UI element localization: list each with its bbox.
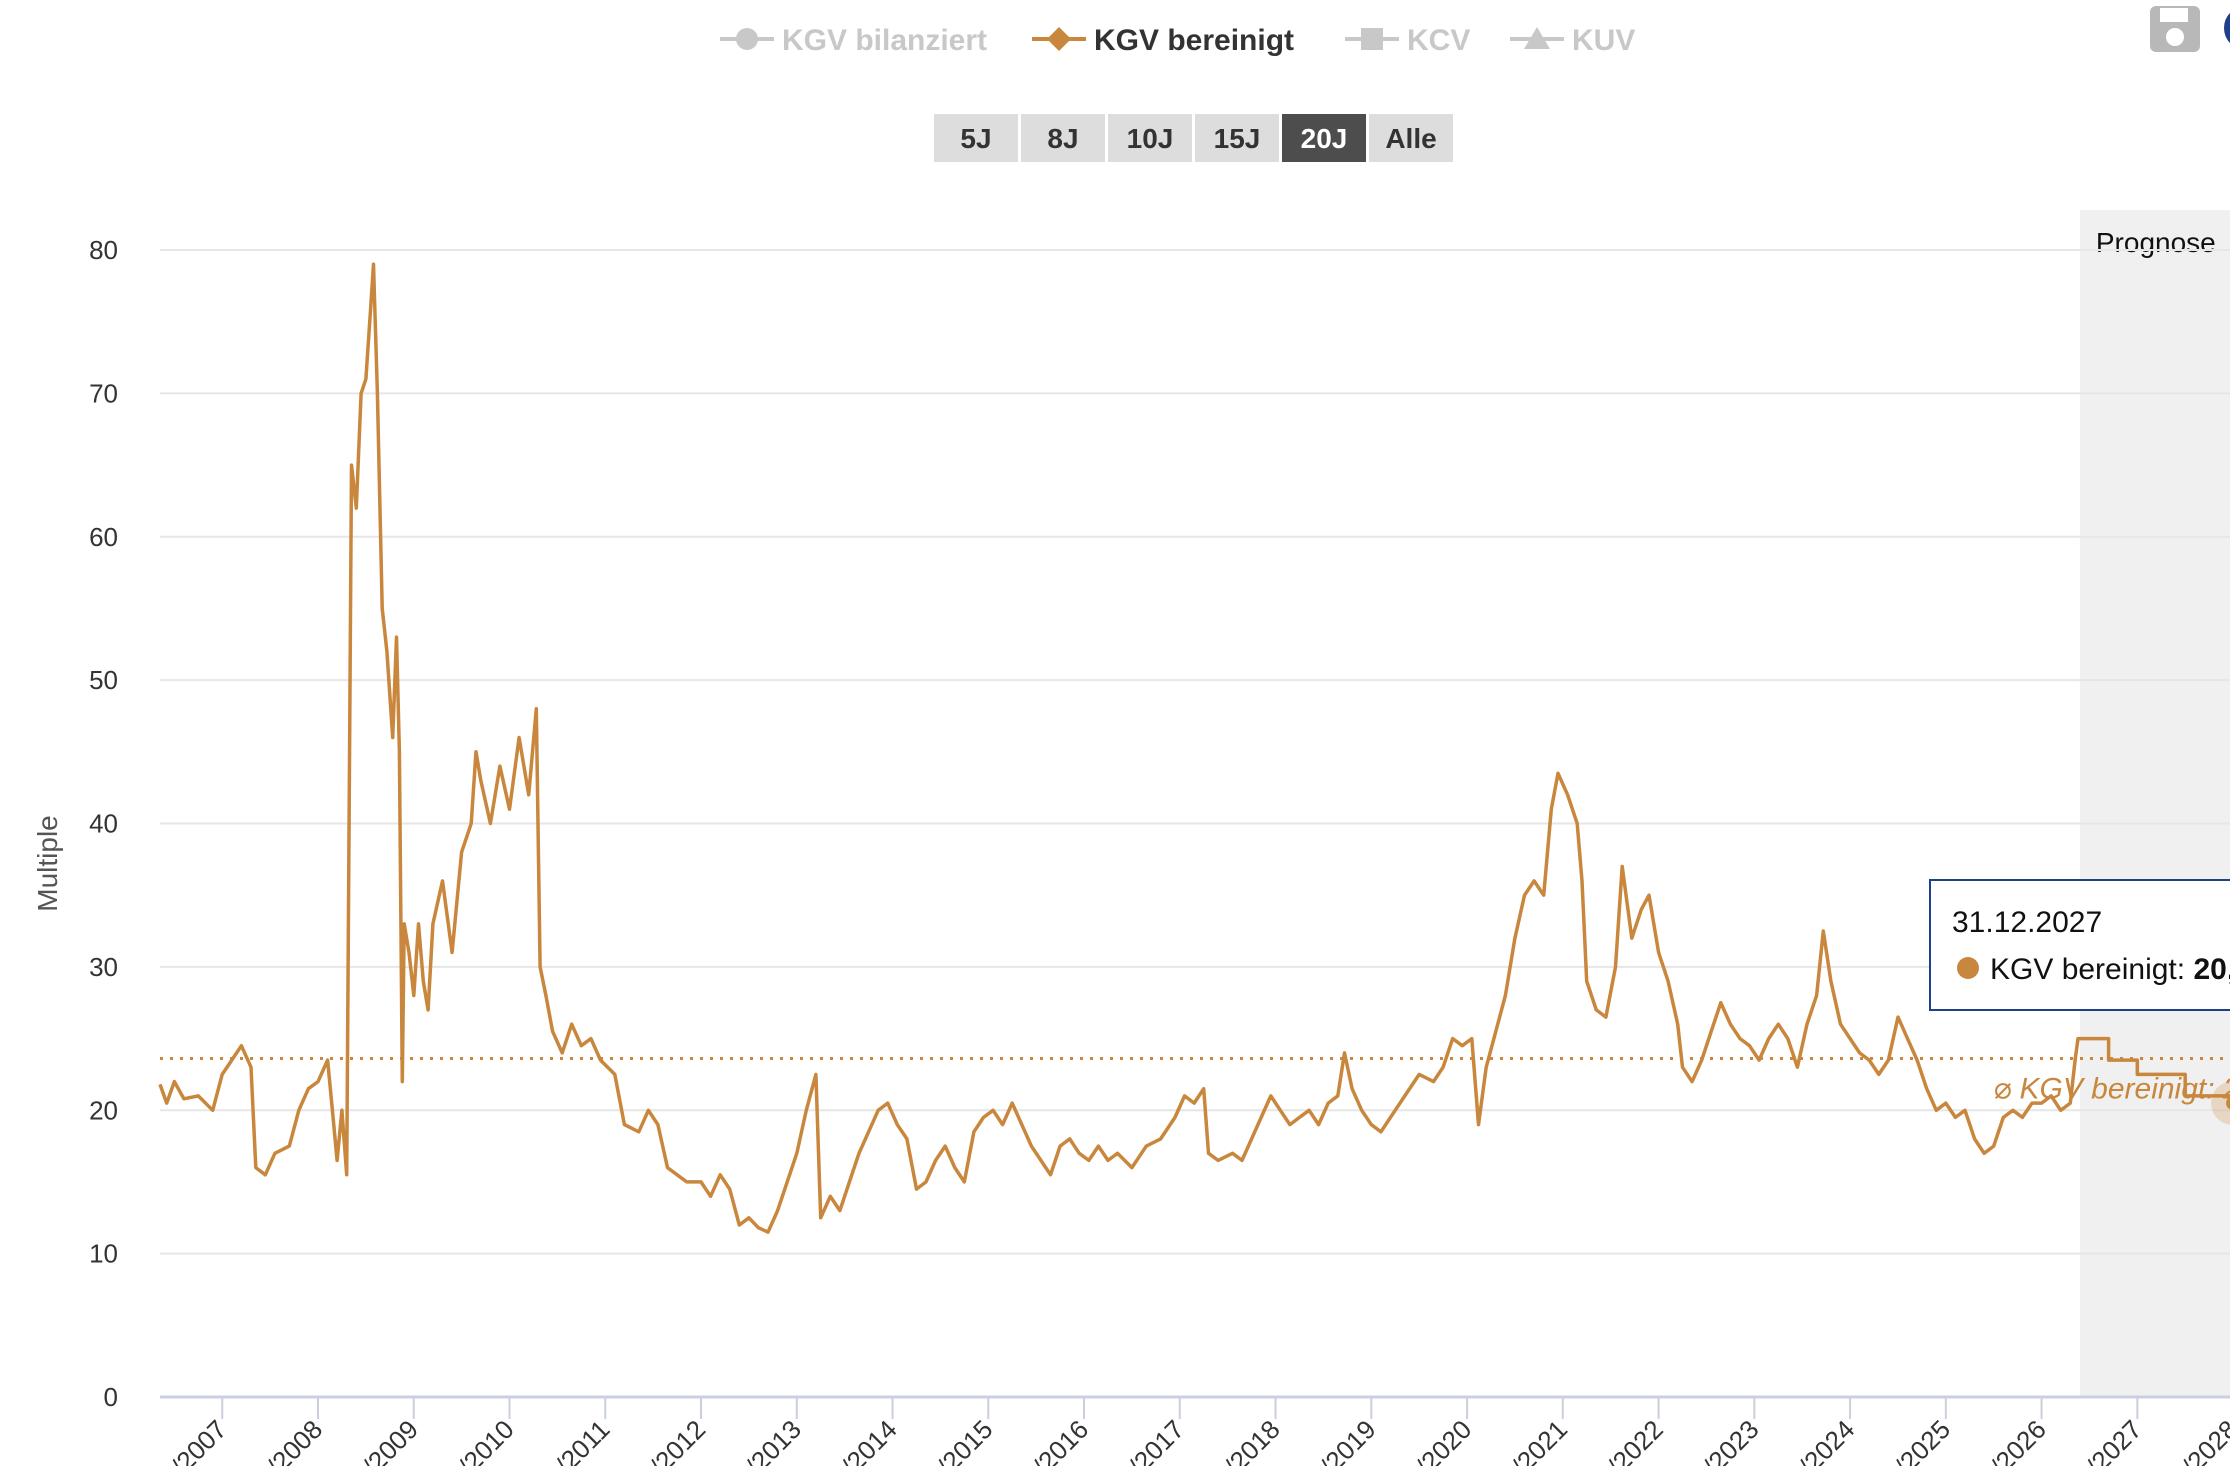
x-tick-label: 01/2008 <box>241 1414 329 1466</box>
x-tick-label: 01/2019 <box>1294 1414 1382 1466</box>
tooltip: 31.12.2027 KGV bereinigt: 20,5 <box>1929 879 2230 1011</box>
range-button-label: 5J <box>960 123 991 154</box>
x-axis: 01/2007 01/2008 01/2009 01/2010 01/2011 01/20… <box>145 1397 2230 1466</box>
range-button-alle[interactable]: Alle <box>1369 114 1453 162</box>
range-button-label: 8J <box>1047 123 1078 154</box>
y-tick-label: 0 <box>104 1382 118 1412</box>
legend-item-kuv[interactable]: KUV <box>1510 24 1635 57</box>
tooltip-series-marker <box>1957 957 1979 979</box>
range-button-8j[interactable]: 8J <box>1021 114 1105 162</box>
x-tick-label: 01/2016 <box>1007 1414 1095 1466</box>
legend-label: KCV <box>1407 24 1470 57</box>
x-tick-label: 01/2020 <box>1390 1414 1478 1466</box>
grid <box>160 249 2230 1399</box>
legend-label: KGV bilanziert <box>782 24 987 57</box>
x-tick-label: 01/2007 <box>145 1414 233 1466</box>
tooltip-value: 20,5 <box>2193 953 2230 986</box>
tooltip-value-line: KGV bereinigt: 20,5 <box>1990 953 2230 986</box>
circle-marker-icon <box>736 28 758 50</box>
x-tick-label: 01/2010 <box>432 1414 520 1466</box>
x-tick-label: 01/2009 <box>336 1414 424 1466</box>
y-tick-label: 20 <box>89 1095 118 1125</box>
triangle-marker-icon <box>1524 27 1550 49</box>
diamond-marker-icon <box>1047 27 1071 51</box>
y-tick-label: 50 <box>89 665 118 695</box>
y-tick-label: 70 <box>89 378 118 408</box>
x-tick-label: 01/2028 <box>2156 1414 2230 1466</box>
range-button-label: Alle <box>1385 123 1436 154</box>
tooltip-series-name: KGV bereinigt <box>1990 953 2177 986</box>
range-button-10j[interactable]: 10J <box>1108 114 1192 162</box>
range-button-bg <box>1369 114 1453 162</box>
x-tick-label: 01/2024 <box>1773 1414 1861 1466</box>
range-button-label: 10J <box>1127 123 1174 154</box>
range-button-bg <box>1021 114 1105 162</box>
y-tick-label: 60 <box>89 522 118 552</box>
range-button-bg <box>1108 114 1192 162</box>
x-tick-label: 01/2014 <box>815 1414 903 1466</box>
range-button-20j[interactable]: 20J <box>1282 114 1366 162</box>
x-tick-label: 01/2012 <box>624 1414 712 1466</box>
y-tick-label: 30 <box>89 952 118 982</box>
y-tick-label: 80 <box>89 235 118 265</box>
legend-label: KUV <box>1572 24 1635 57</box>
range-button-bg <box>1282 114 1366 162</box>
zoom-out-magnifier-icon[interactable] <box>2224 9 2230 58</box>
range-button-bg <box>934 114 1018 162</box>
legend-item-kgv-bilanziert[interactable]: KGV bilanziert <box>720 24 987 57</box>
tooltip-box <box>1929 879 2230 1011</box>
floppy-disk-icon[interactable] <box>2150 6 2200 52</box>
square-marker-icon <box>1361 28 1383 50</box>
x-tick-label: 01/2013 <box>719 1414 807 1466</box>
highlight-point[interactable] <box>2226 1096 2230 1110</box>
average-label: ⌀ KGV bereinigt: 23,61 <box>1993 1072 2230 1105</box>
x-tick-label: 01/2021 <box>1485 1414 1573 1466</box>
range-selector: 5J 8J 10J 15J 20J Alle <box>934 114 1453 162</box>
highlight-point-halo <box>2211 1081 2230 1125</box>
legend-item-kgv-bereinigt[interactable]: KGV bereinigt <box>1032 24 1294 57</box>
x-tick-label: 01/2026 <box>1964 1414 2052 1466</box>
range-button-label: 20J <box>1301 123 1348 154</box>
tooltip-separator: : <box>2177 953 2194 986</box>
prognose-band <box>2079 210 2230 1397</box>
x-tick-label: 01/2011 <box>529 1414 615 1466</box>
legend-label: KGV bereinigt <box>1094 24 1294 57</box>
prognose-label: Prognose <box>2096 227 2216 258</box>
y-tick-label: 40 <box>89 809 118 839</box>
x-tick-label: 01/2017 <box>1102 1414 1190 1466</box>
series-line-kgv-bereinigt[interactable] <box>158 262 2230 1234</box>
x-tick-label: 01/2023 <box>1677 1414 1765 1466</box>
tooltip-date: 31.12.2027 <box>1952 906 2102 939</box>
legend-item-kcv[interactable]: KCV <box>1345 24 1470 57</box>
range-button-5j[interactable]: 5J <box>934 114 1018 162</box>
range-button-bg <box>1195 114 1279 162</box>
x-tick-label: 01/2018 <box>1198 1414 1286 1466</box>
range-button-label: 15J <box>1214 123 1261 154</box>
y-tick-label: 10 <box>89 1239 118 1269</box>
y-axis: 0 10 20 30 40 50 60 70 80 <box>89 235 118 1412</box>
x-tick-label: 01/2027 <box>2060 1414 2148 1466</box>
x-tick-label: 01/2022 <box>1581 1414 1669 1466</box>
legend: KGV bilanziert KGV bereinigt KCV KUV <box>720 24 1635 57</box>
y-axis-title: Multiple <box>32 815 63 911</box>
x-tick-label: 01/2025 <box>1868 1414 1956 1466</box>
range-button-15j[interactable]: 15J <box>1195 114 1279 162</box>
x-tick-label: 01/2015 <box>911 1414 999 1466</box>
